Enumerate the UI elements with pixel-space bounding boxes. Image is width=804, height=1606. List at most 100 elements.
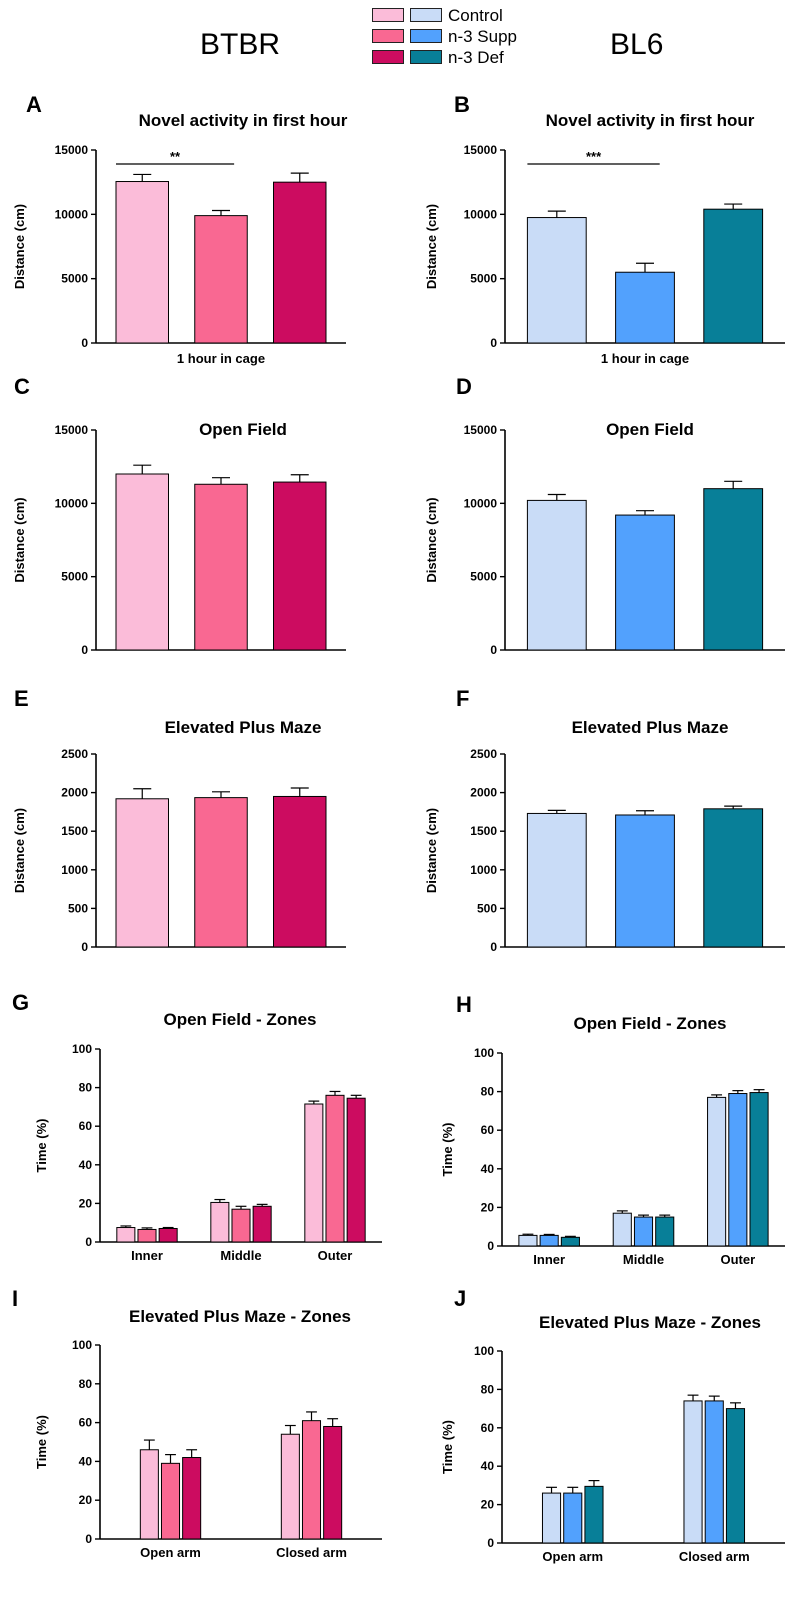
panel-letter: F (456, 686, 469, 711)
y-tick-label: 100 (474, 1344, 494, 1358)
bar (683, 1400, 703, 1544)
y-tick-label: 2500 (61, 747, 88, 761)
chart-title: Novel activity in first hour (546, 111, 755, 130)
x-tick-label: Middle (220, 1248, 261, 1263)
bar (323, 1425, 343, 1540)
y-tick-label: 500 (68, 901, 88, 915)
bar (252, 1205, 272, 1243)
x-axis-label: 1 hour in cage (177, 351, 265, 366)
bar (707, 1096, 727, 1247)
y-tick-label: 2000 (61, 786, 88, 800)
significance-label: ** (170, 149, 181, 164)
y-tick-label: 80 (481, 1382, 495, 1396)
y-tick-label: 15000 (464, 143, 498, 157)
panel-letter: I (12, 1286, 18, 1311)
y-axis-label: Distance (cm) (424, 204, 439, 289)
legend-label-n3-supp: n-3 Supp (448, 27, 517, 46)
bar (703, 808, 764, 948)
y-axis-label: Distance (cm) (424, 497, 439, 582)
bar (518, 1234, 538, 1247)
y-tick-label: 60 (79, 1416, 93, 1430)
bar (194, 797, 248, 948)
bar (526, 217, 587, 344)
y-tick-label: 0 (487, 1536, 494, 1550)
bar (749, 1092, 769, 1247)
bar (541, 1492, 562, 1544)
bar (526, 812, 587, 948)
chart-title: Elevated Plus Maze - Zones (129, 1307, 351, 1326)
legend-swatch-btbr-control (372, 8, 404, 22)
legend-swatch-bl6-n3-supp (410, 29, 442, 43)
bar (210, 1201, 230, 1243)
bar (139, 1449, 159, 1540)
y-tick-label: 5000 (61, 570, 88, 584)
legend-swatch-bl6-n3-def (410, 50, 442, 64)
chart-title: Novel activity in first hour (139, 111, 348, 130)
bar (539, 1234, 559, 1247)
chart-title: Open Field (606, 420, 694, 439)
bar (194, 215, 248, 344)
y-tick-label: 100 (474, 1046, 494, 1060)
x-tick-label: Open arm (140, 1545, 201, 1560)
y-tick-label: 100 (72, 1042, 92, 1056)
panel-letter: A (26, 92, 42, 117)
y-tick-label: 15000 (55, 423, 89, 437)
bar (615, 271, 675, 344)
y-tick-label: 40 (79, 1454, 93, 1468)
y-tick-label: 0 (487, 1239, 494, 1253)
x-tick-label: Closed arm (276, 1545, 347, 1560)
y-tick-label: 60 (481, 1421, 495, 1435)
y-tick-label: 40 (481, 1162, 495, 1176)
x-tick-label: Outer (720, 1252, 755, 1267)
bar (194, 483, 248, 651)
y-tick-label: 5000 (470, 570, 497, 584)
x-tick-label: Inner (533, 1252, 565, 1267)
panel-letter: J (454, 1286, 466, 1311)
y-tick-label: 0 (490, 336, 497, 350)
bar (182, 1457, 202, 1540)
y-tick-label: 1000 (61, 863, 88, 877)
bar (526, 499, 587, 651)
y-tick-label: 80 (481, 1085, 495, 1099)
legend-item-control: Control (372, 6, 572, 27)
x-tick-label: Closed arm (679, 1549, 750, 1564)
y-tick-label: 15000 (55, 143, 89, 157)
y-tick-label: 500 (477, 901, 497, 915)
bar (615, 514, 675, 651)
bar (725, 1408, 746, 1544)
y-tick-label: 80 (79, 1377, 93, 1391)
y-axis-label: Distance (cm) (12, 497, 27, 582)
chart-title: Open Field - Zones (163, 1010, 316, 1029)
y-tick-label: 10000 (464, 496, 498, 510)
panel-letter: D (456, 374, 472, 399)
y-tick-label: 5000 (61, 272, 88, 286)
y-tick-label: 10000 (55, 496, 89, 510)
bar (160, 1462, 181, 1540)
panel-letter: G (12, 990, 29, 1015)
x-tick-label: Open arm (542, 1549, 603, 1564)
x-tick-label: Inner (131, 1248, 163, 1263)
y-tick-label: 10000 (464, 207, 498, 221)
bar (115, 473, 169, 651)
legend-swatch-btbr-n3-def (372, 50, 404, 64)
y-tick-label: 1000 (470, 863, 497, 877)
bar (273, 481, 327, 651)
y-tick-label: 60 (481, 1123, 495, 1137)
bar (728, 1093, 748, 1247)
bar (273, 795, 327, 948)
bar (346, 1097, 366, 1243)
y-tick-label: 20 (481, 1200, 495, 1214)
y-tick-label: 60 (79, 1119, 93, 1133)
y-tick-label: 100 (72, 1338, 92, 1352)
legend-item-n3-def: n-3 Def (372, 48, 572, 69)
bar (615, 814, 675, 948)
legend-label-control: Control (448, 6, 503, 25)
bar (137, 1228, 157, 1243)
bar (703, 208, 764, 344)
y-tick-label: 1500 (470, 824, 497, 838)
bar (115, 798, 169, 948)
